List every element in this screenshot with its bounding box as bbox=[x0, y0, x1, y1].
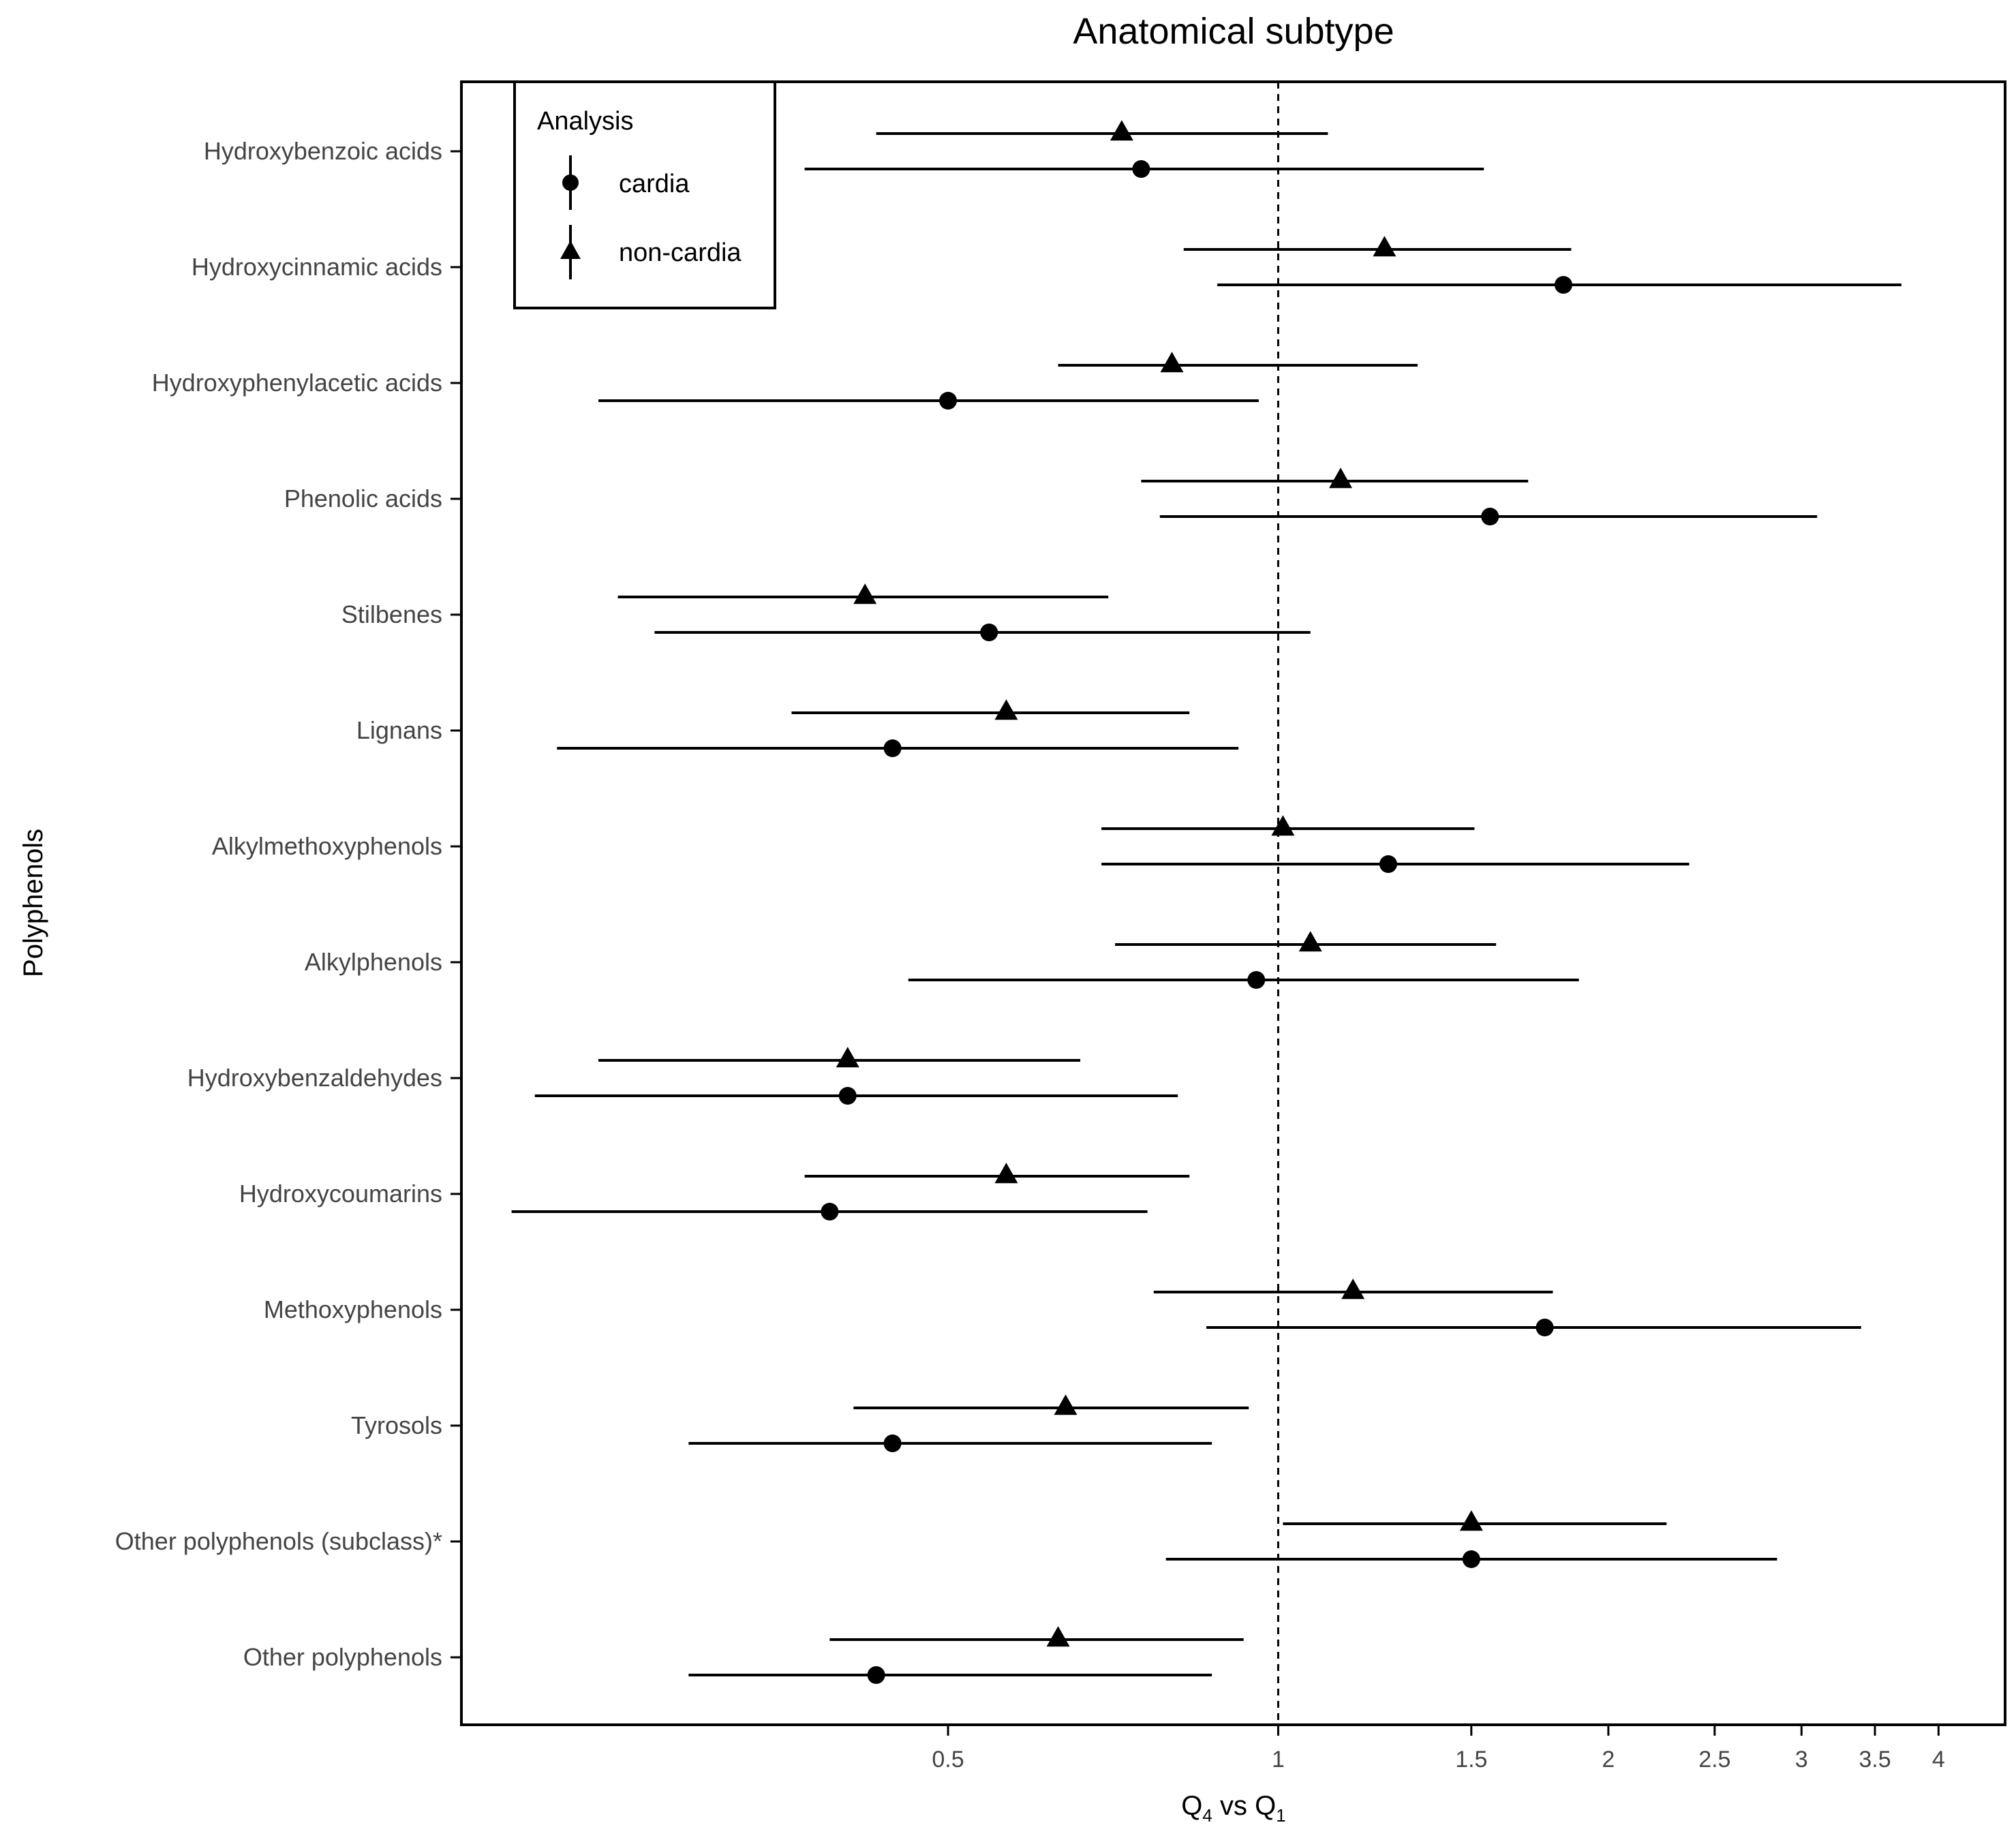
chart-title: Anatomical subtype bbox=[1073, 11, 1394, 52]
estimate-circle-cardia-methoxyphenols bbox=[1536, 1319, 1554, 1336]
estimate-circle-cardia-other-polyphenols bbox=[867, 1666, 885, 1684]
estimate-circle-cardia-alkylmethoxyphenols bbox=[1379, 855, 1397, 873]
estimate-triangle-non-cardia-other-polyphenols bbox=[1046, 1626, 1070, 1647]
legend-noncardia-key-triangle bbox=[560, 241, 581, 259]
estimate-triangle-non-cardia-alkylphenols bbox=[1298, 931, 1322, 952]
legend-noncardia-label: non-cardia bbox=[619, 239, 742, 267]
estimate-triangle-non-cardia-hydroxyphenylacetic-acids bbox=[1160, 352, 1184, 373]
estimate-circle-cardia-phenolic-acids bbox=[1481, 508, 1499, 525]
estimate-circle-cardia-hydroxybenzaldehydes bbox=[838, 1087, 857, 1105]
legend: Analysis cardia non-cardia bbox=[513, 80, 776, 309]
estimate-triangle-non-cardia-stilbenes bbox=[853, 583, 877, 604]
x-axis-title-vs: vs bbox=[1212, 1791, 1255, 1821]
x-tick-label: 0.5 bbox=[932, 1747, 964, 1772]
estimate-triangle-non-cardia-tyrosols bbox=[1054, 1394, 1078, 1415]
category-label-methoxyphenols: Methoxyphenols bbox=[264, 1295, 442, 1323]
legend-cardia-label: cardia bbox=[619, 170, 690, 198]
x-tick-label: 2 bbox=[1602, 1747, 1615, 1772]
x-ticks-layer: 0.5 1 1.5 2 2.5 3 3.5 4 bbox=[932, 1725, 1945, 1772]
x-tick-label: 1 bbox=[1272, 1747, 1285, 1772]
x-tick-label: 3 bbox=[1795, 1747, 1808, 1772]
estimate-triangle-non-cardia-alkylmethoxyphenols bbox=[1271, 815, 1295, 836]
category-label-hydroxybenzaldehydes: Hydroxybenzaldehydes bbox=[187, 1064, 442, 1092]
legend-box bbox=[513, 80, 776, 309]
category-label-hydroxycoumarins: Hydroxycoumarins bbox=[239, 1180, 442, 1208]
estimate-triangle-non-cardia-hydroxycoumarins bbox=[994, 1163, 1018, 1184]
category-label-other-polyphenols-subclass: Other polyphenols (subclass)* bbox=[115, 1527, 442, 1555]
y-axis-title: Polyphenols bbox=[18, 829, 48, 977]
estimate-triangle-non-cardia-lignans bbox=[994, 699, 1018, 720]
estimate-circle-cardia-hydroxycinnamic-acids bbox=[1554, 276, 1572, 294]
category-label-alkylmethoxyphenols: Alkylmethoxyphenols bbox=[212, 832, 442, 860]
category-label-lignans: Lignans bbox=[356, 716, 442, 744]
point-estimates-layer bbox=[821, 120, 1572, 1684]
category-label-alkylphenols: Alkylphenols bbox=[305, 948, 442, 976]
legend-cardia-key-circle bbox=[562, 174, 579, 191]
estimate-circle-cardia-hydroxycoumarins bbox=[821, 1203, 839, 1220]
x-axis-title-q1: Q bbox=[1255, 1791, 1276, 1821]
estimate-triangle-non-cardia-phenolic-acids bbox=[1329, 467, 1353, 489]
x-axis-title: Q4 vs Q1 bbox=[1181, 1791, 1285, 1826]
estimate-circle-cardia-other-polyphenols-subclass bbox=[1462, 1550, 1480, 1568]
legend-title: Analysis bbox=[537, 107, 634, 136]
plot-panel-border bbox=[460, 80, 2006, 1726]
category-label-tyrosols: Tyrosols bbox=[351, 1411, 442, 1439]
category-label-hydroxyphenylacetic-acids: Hydroxyphenylacetic acids bbox=[152, 369, 442, 397]
x-axis-title-q4: Q bbox=[1181, 1791, 1202, 1821]
category-layer: Hydroxybenzoic acids Hydroxycinnamic acid… bbox=[115, 137, 461, 1671]
category-label-hydroxycinnamic-acids: Hydroxycinnamic acids bbox=[192, 253, 442, 281]
category-label-hydroxybenzoic-acids: Hydroxybenzoic acids bbox=[204, 137, 442, 165]
estimate-circle-cardia-tyrosols bbox=[883, 1434, 902, 1452]
category-label-phenolic-acids: Phenolic acids bbox=[284, 485, 442, 512]
estimate-triangle-non-cardia-other-polyphenols-subclass bbox=[1459, 1510, 1483, 1531]
x-tick-label: 4 bbox=[1932, 1747, 1945, 1772]
estimate-circle-cardia-hydroxyphenylacetic-acids bbox=[939, 392, 958, 410]
estimate-triangle-non-cardia-hydroxybenzaldehydes bbox=[836, 1047, 859, 1068]
x-axis-title-sub4: 4 bbox=[1202, 1805, 1212, 1826]
x-tick-label: 2.5 bbox=[1698, 1747, 1730, 1772]
estimate-triangle-non-cardia-methoxyphenols bbox=[1341, 1278, 1365, 1300]
category-label-other-polyphenols: Other polyphenols bbox=[243, 1643, 442, 1671]
estimate-circle-cardia-alkylphenols bbox=[1247, 971, 1266, 989]
x-axis-title-sub1: 1 bbox=[1276, 1805, 1285, 1826]
estimate-triangle-non-cardia-hydroxycinnamic-acids bbox=[1373, 236, 1396, 257]
error-bars-layer bbox=[511, 132, 1902, 1676]
x-tick-label: 1.5 bbox=[1455, 1747, 1487, 1772]
category-label-stilbenes: Stilbenes bbox=[341, 600, 442, 628]
estimate-circle-cardia-stilbenes bbox=[980, 624, 998, 641]
estimate-circle-cardia-hydroxybenzoic-acids bbox=[1132, 160, 1150, 178]
estimate-circle-cardia-lignans bbox=[883, 739, 902, 757]
estimate-triangle-non-cardia-hydroxybenzoic-acids bbox=[1110, 120, 1133, 141]
x-tick-label: 3.5 bbox=[1859, 1747, 1891, 1772]
y-axis-title-group: Polyphenols bbox=[18, 829, 48, 977]
